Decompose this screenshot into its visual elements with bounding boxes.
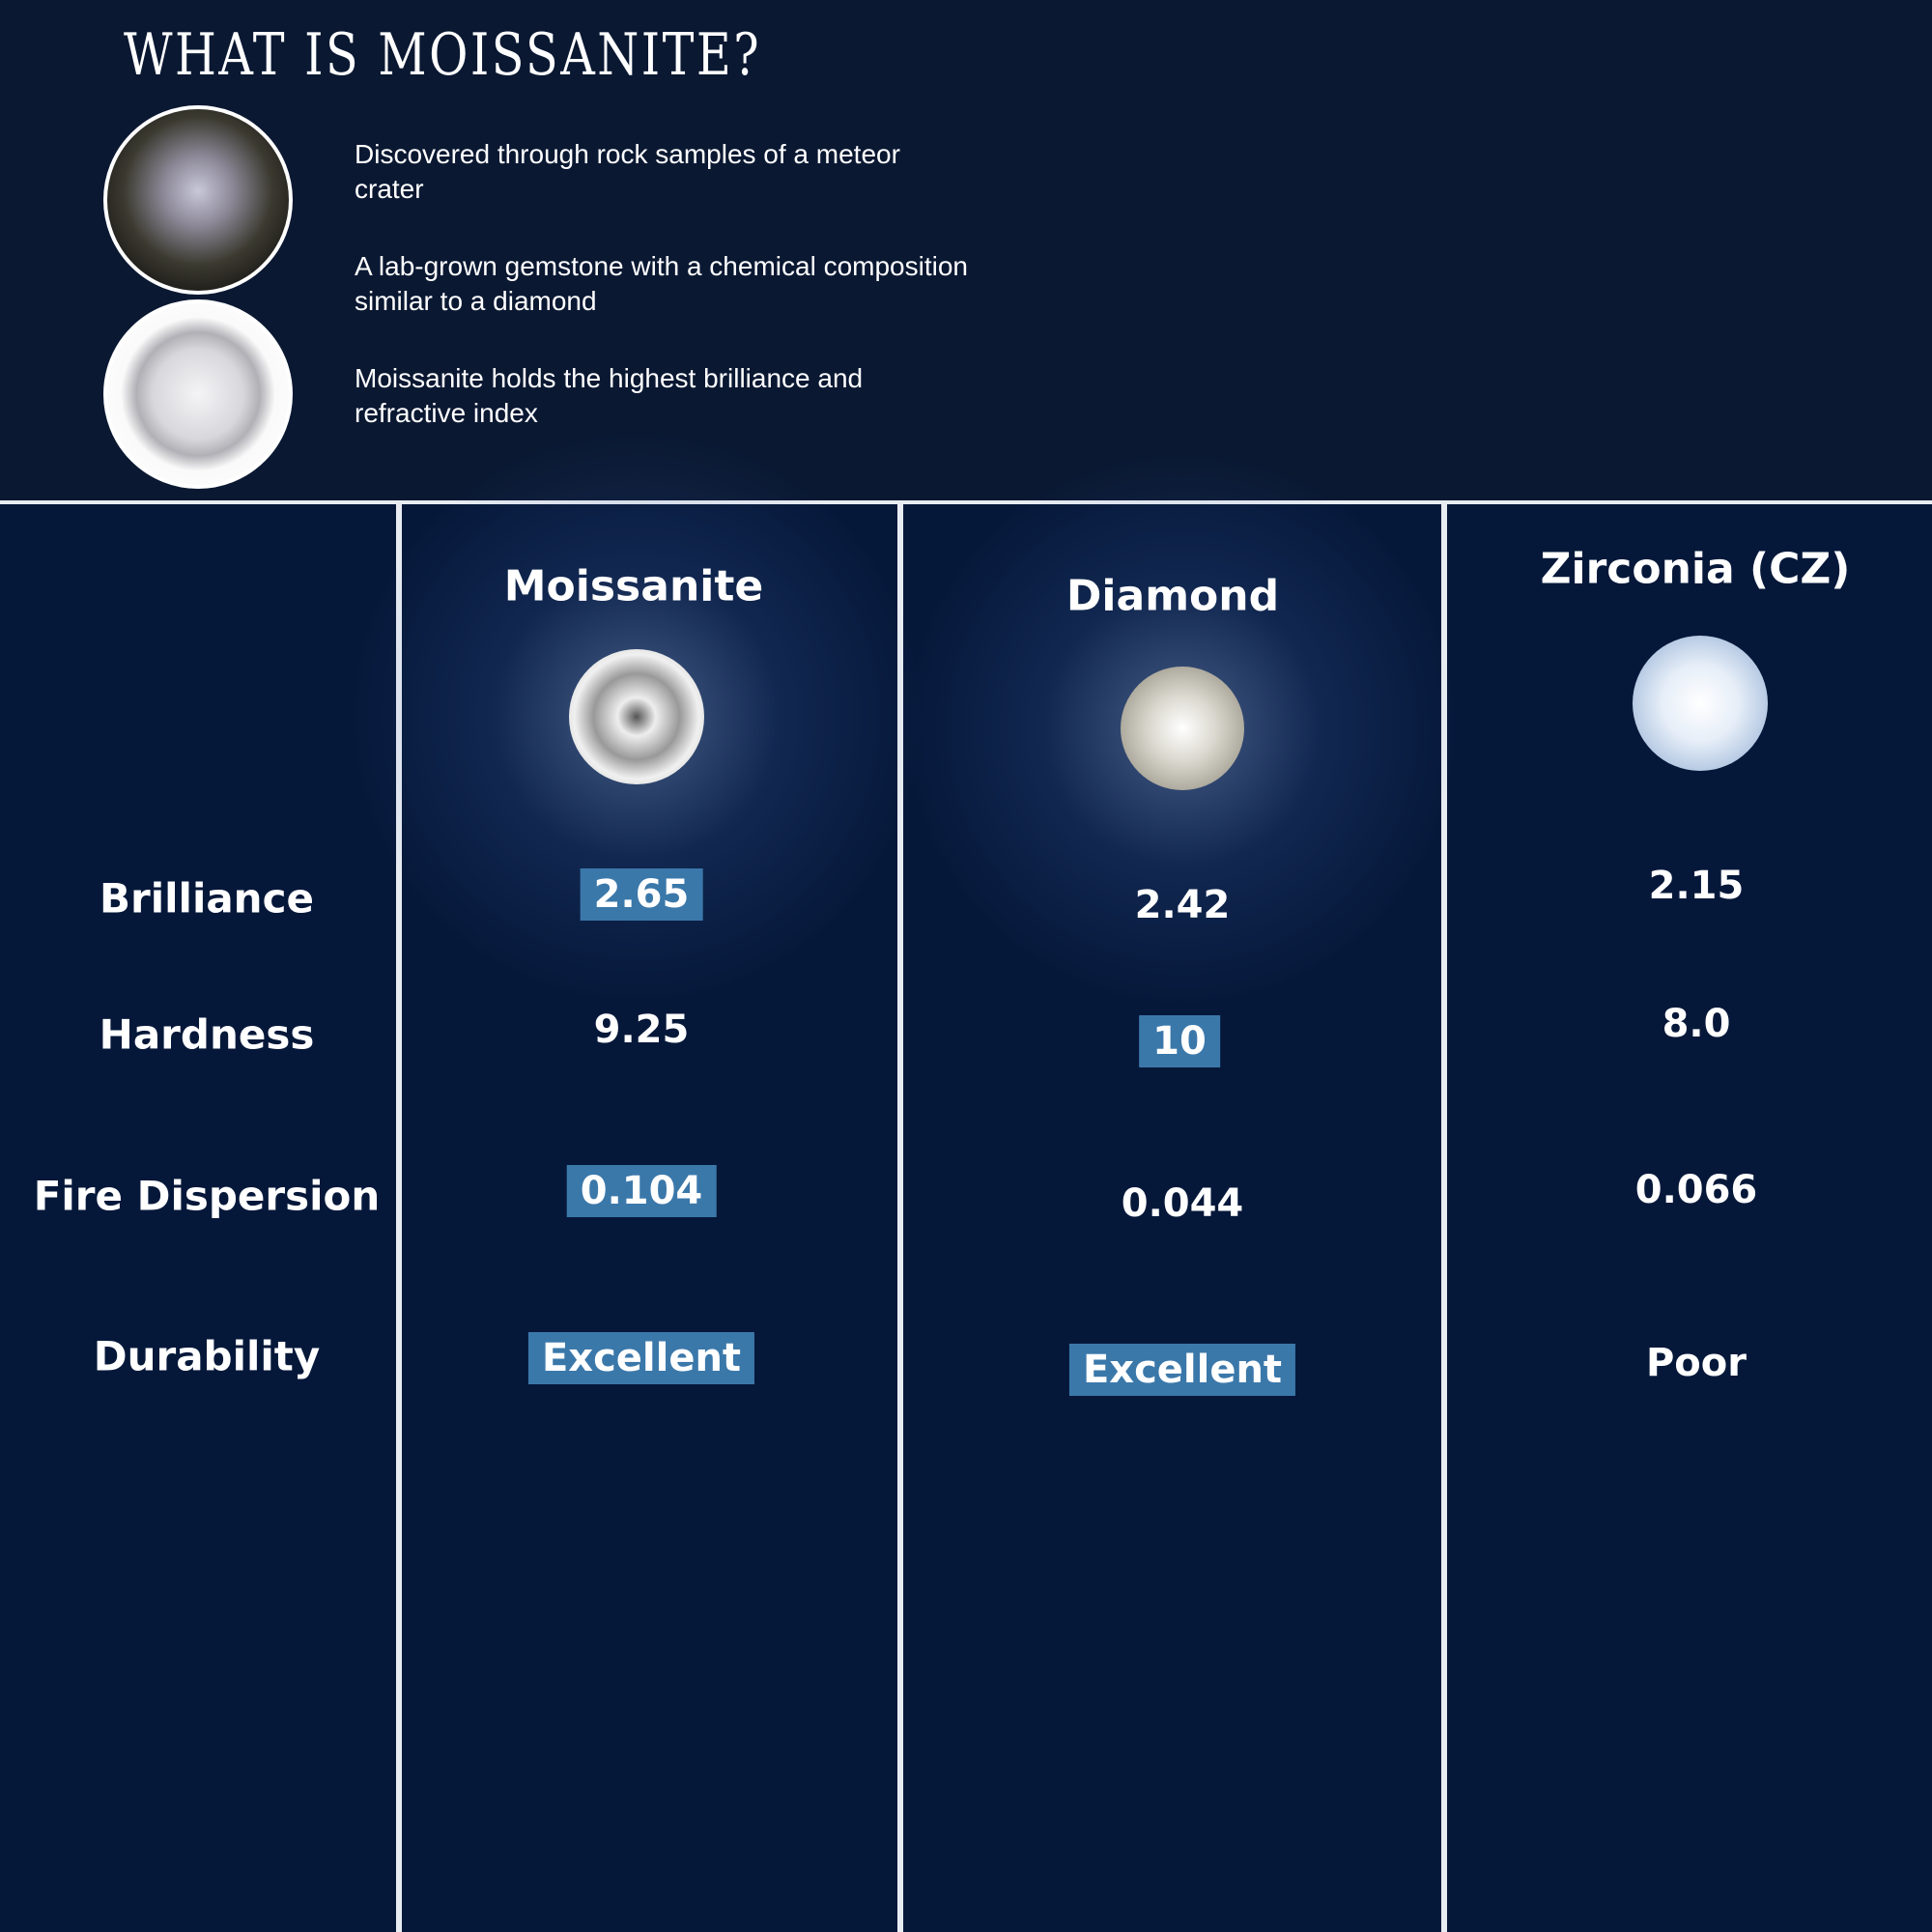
value-cell: 0.044 <box>1121 1181 1244 1226</box>
column-divider <box>1441 504 1447 1932</box>
moissanite-gem-image <box>569 649 704 784</box>
fact-item: A lab-grown gemstone with a chemical com… <box>355 251 968 316</box>
row-label-durability: Durability <box>93 1332 321 1380</box>
fact-item: Discovered through rock samples of a met… <box>355 139 900 204</box>
highlighted-value-cell: Excellent <box>1068 1344 1296 1396</box>
highlighted-value-cell: 2.65 <box>580 868 703 921</box>
fact-item: Moissanite holds the highest brilliance … <box>355 363 864 428</box>
column-header-zirconia: Zirconia (CZ) <box>1540 544 1851 594</box>
column-divider <box>897 504 903 1932</box>
cut-gem-image <box>103 299 293 489</box>
value-cell: 8.0 <box>1662 1002 1731 1046</box>
rough-crystal-image <box>103 105 293 295</box>
intro-section <box>0 0 1932 500</box>
column-header-moissanite: Moissanite <box>503 561 764 611</box>
column-divider <box>396 504 402 1932</box>
value-cell: 2.15 <box>1648 864 1745 908</box>
value-cell: 9.25 <box>593 1008 690 1052</box>
row-label-fire-dispersion: Fire Dispersion <box>33 1172 381 1220</box>
highlighted-value-cell: 10 <box>1139 1015 1220 1067</box>
value-cell: 2.42 <box>1134 883 1231 927</box>
value-cell: 0.066 <box>1634 1168 1758 1212</box>
page-title: WHAT IS MOISSANITE? <box>124 21 762 89</box>
column-header-diamond: Diamond <box>1065 571 1280 621</box>
zirconia-gem-image <box>1633 636 1768 771</box>
row-label-brilliance: Brilliance <box>99 874 314 923</box>
diamond-gem-image <box>1121 667 1244 790</box>
value-cell: Poor <box>1645 1341 1747 1385</box>
fact-list: Discovered through rock samples of a met… <box>355 137 973 473</box>
highlighted-value-cell: 0.104 <box>566 1165 717 1217</box>
row-label-hardness: Hardness <box>99 1010 315 1059</box>
highlighted-value-cell: Excellent <box>527 1332 755 1384</box>
section-divider <box>0 500 1932 504</box>
